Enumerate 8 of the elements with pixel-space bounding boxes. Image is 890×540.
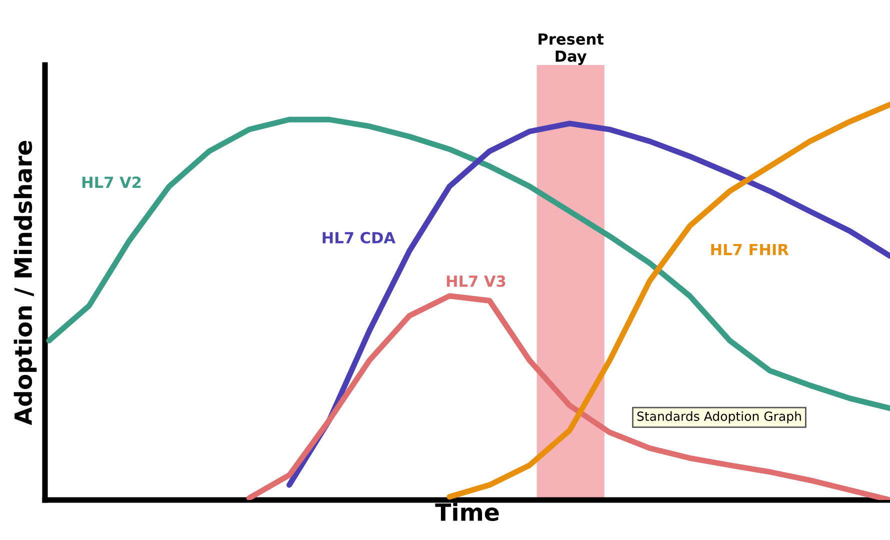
annotation: Standards Adoption Graph [637,411,801,424]
series-label: HL7 V2 [82,176,141,188]
x-axis-title: Time [435,502,499,522]
series-label: HL7 FHIR [711,244,789,256]
series-label: HL7 V3 [446,275,506,287]
series-label: HL7 CDA [322,232,396,244]
text: Present Day [538,33,604,65]
y-axis-title: Adoption / Mindshare [14,140,37,426]
